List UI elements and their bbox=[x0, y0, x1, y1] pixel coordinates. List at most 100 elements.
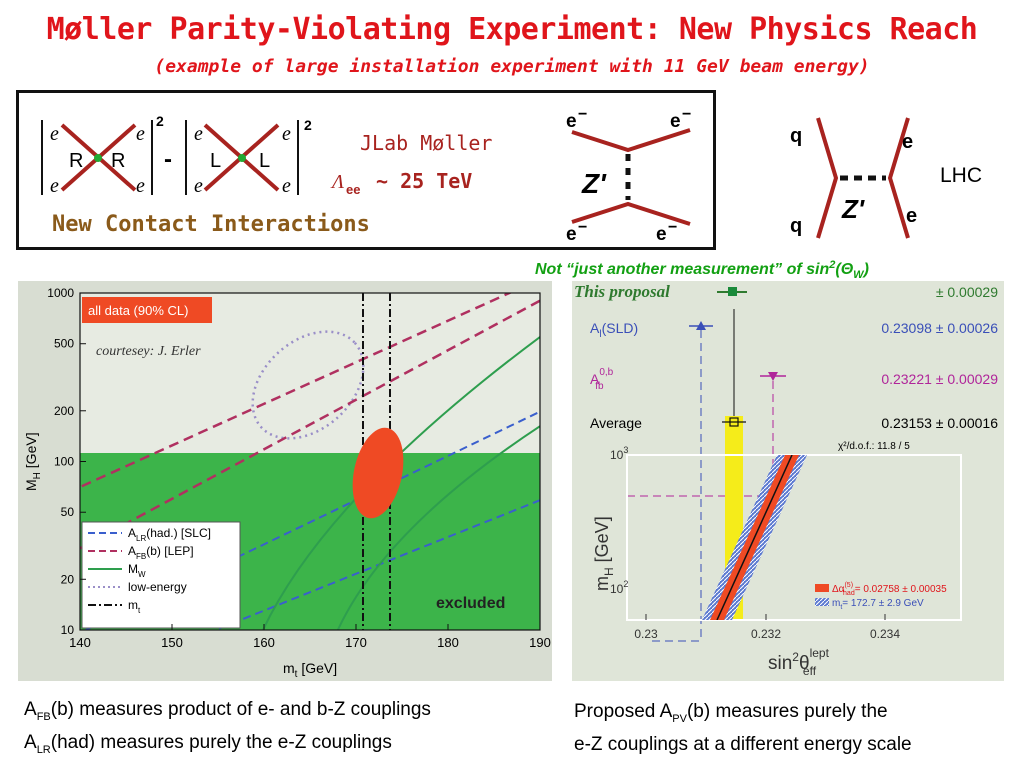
lower-electron-line bbox=[571, 201, 691, 226]
apv-subscript: PV bbox=[672, 712, 687, 725]
e-label-tl: e bbox=[194, 123, 203, 145]
minus-sup: − bbox=[578, 219, 587, 236]
ll-operator: e e e e L L 2 bbox=[185, 117, 312, 197]
legend-box bbox=[81, 521, 241, 629]
minus-sup: − bbox=[682, 106, 691, 123]
higgs-top-mass-plot: all data (90% CL) courtesey: J. Erler ex… bbox=[18, 281, 552, 681]
chirality-l-left: L bbox=[210, 150, 221, 172]
lambda-symbol: Λ bbox=[330, 171, 344, 193]
rr-operator: e e e e R R 2 bbox=[41, 113, 164, 197]
contact-interaction-panel bbox=[16, 90, 716, 250]
legend-label: ALR(had.) [SLC] bbox=[128, 526, 211, 543]
mt-legend: mt= 172.7 ± 2.9 GeV bbox=[832, 598, 924, 611]
x-axis-label: mt [GeV] bbox=[283, 660, 337, 680]
delta-alpha-legend: Δα(5) had= 0.02758 ± 0.00035 bbox=[832, 582, 947, 597]
alr-description: (had) measures purely the e-Z couplings bbox=[50, 731, 392, 753]
y-tick-label: 100 bbox=[54, 455, 74, 469]
row-label: A0,b fb bbox=[590, 367, 614, 392]
caption-left-line2: ALR(had) measures purely the e-Z couplin… bbox=[24, 730, 431, 763]
minus-sign: - bbox=[164, 146, 172, 173]
badge-text: all data (90% CL) bbox=[88, 303, 188, 318]
row-label: Al(SLD) bbox=[590, 320, 638, 340]
allowed-region-ellipse bbox=[352, 427, 404, 519]
z-prime-label: Z' bbox=[841, 194, 865, 224]
new-contact-label: New Contact Interactions bbox=[52, 212, 370, 237]
measurement-rows: Al(SLD) 0.23098 ± 0.00026 A0,b fb 0.23221 ± … bbox=[590, 320, 998, 431]
delta-alpha-swatch bbox=[815, 584, 829, 592]
x-tick-label: 0.23 bbox=[634, 627, 658, 641]
caption-left: AFB(b) measures product of e- and b-Z co… bbox=[24, 697, 431, 763]
e-label-tr: e bbox=[282, 123, 291, 145]
courtesy-text: courtesey: J. Erler bbox=[96, 344, 201, 359]
q-label-top: q bbox=[790, 125, 802, 147]
y-tick-label: 20 bbox=[61, 572, 75, 586]
legend-label: low-energy bbox=[128, 580, 187, 594]
lhc-label: LHC bbox=[940, 164, 982, 187]
page-title: Møller Parity-Violating Experiment: New … bbox=[46, 12, 978, 47]
afb-marker bbox=[768, 372, 778, 381]
y-tick-label: 500 bbox=[54, 337, 74, 351]
z-prime-moller-diagram: e − e − e − e − Z' bbox=[566, 106, 691, 245]
e-minus-bl: e bbox=[566, 224, 577, 245]
y-tick-label: 200 bbox=[54, 404, 74, 418]
lambda-subscript: ee bbox=[346, 182, 360, 197]
lhc-z-prime-diagram: q q e e Z' LHC bbox=[790, 117, 982, 239]
caption-right: Proposed APV(b) measures purely the e-Z … bbox=[574, 699, 912, 758]
x-tick-label: 160 bbox=[253, 635, 275, 650]
vertex-dot bbox=[94, 154, 102, 162]
afb-description: (b) measures product of e- and b-Z coupl… bbox=[50, 699, 431, 720]
e-minus-tr: e bbox=[670, 111, 681, 132]
this-proposal-value: ± 0.00029 bbox=[936, 284, 998, 300]
e-label-br: e bbox=[282, 175, 291, 197]
caption-right-line2: e-Z couplings at a different energy scal… bbox=[574, 733, 912, 755]
y-tick-label: 1000 bbox=[47, 286, 74, 300]
squared-label: 2 bbox=[304, 117, 312, 133]
x-tick-label: 0.234 bbox=[870, 627, 900, 641]
caption-right-line1: Proposed APV(b) measures purely the bbox=[574, 699, 912, 732]
electron-line bbox=[887, 117, 910, 239]
row-value: 0.23221 ± 0.00029 bbox=[881, 371, 998, 387]
scale-label: ~ 25 TeV bbox=[376, 169, 472, 193]
e-label-tr: e bbox=[136, 123, 145, 145]
y-axis-ticks: 1000 500 200 100 50 20 10 bbox=[47, 286, 86, 637]
e-label-tl: e bbox=[50, 123, 59, 145]
mw-line-2 bbox=[336, 425, 540, 630]
apv-prefix: Proposed A bbox=[574, 701, 673, 722]
x-tick-label: 150 bbox=[161, 635, 183, 650]
chirality-r-left: R bbox=[69, 150, 83, 172]
badge bbox=[82, 297, 212, 323]
excluded-label: excluded bbox=[436, 595, 505, 612]
afb-subscript: FB bbox=[36, 710, 51, 723]
this-proposal-marker bbox=[728, 287, 737, 296]
e-minus-br: e bbox=[656, 224, 667, 245]
e-label-bl: e bbox=[194, 175, 203, 197]
apv-description: (b) measures purely the bbox=[686, 701, 888, 722]
jlab-moller-label: JLab Møller bbox=[360, 131, 492, 155]
e-label-br: e bbox=[136, 175, 145, 197]
y-axis-label: mH [GeV] bbox=[592, 516, 616, 591]
z-prime-label: Z' bbox=[581, 168, 607, 199]
legend-label: MW bbox=[128, 562, 146, 579]
quark-line bbox=[816, 117, 839, 239]
x-tick-label: 0.232 bbox=[751, 627, 781, 641]
legend-label: AFB(b) [LEP] bbox=[128, 544, 194, 561]
chirality-r-right: R bbox=[111, 150, 125, 172]
x-axis-ticks: 140 150 160 170 180 190 bbox=[69, 624, 551, 650]
chi2-label: χ²/d.o.f.: 11.8 / 5 bbox=[838, 441, 910, 452]
mt-swatch bbox=[815, 598, 829, 606]
e-label-top: e bbox=[902, 131, 913, 153]
row-value: 0.23153 ± 0.00016 bbox=[881, 415, 998, 431]
vertex-dot bbox=[238, 154, 246, 162]
y-axis-label: MH [GeV] bbox=[23, 432, 43, 491]
sin2theta-plot: This proposal ± 0.00029 Al(SLD) 0.23098 ±… bbox=[572, 281, 1004, 681]
x-axis-label: sin2θlept eff bbox=[768, 646, 830, 678]
legend-label: mt bbox=[128, 598, 141, 615]
e-label-bl: e bbox=[50, 175, 59, 197]
ytick-100: 102 bbox=[610, 579, 628, 596]
chirality-l-right: L bbox=[259, 150, 270, 172]
central-line bbox=[716, 455, 793, 620]
y-tick-label: 50 bbox=[61, 505, 75, 519]
x-tick-label: 170 bbox=[345, 635, 367, 650]
